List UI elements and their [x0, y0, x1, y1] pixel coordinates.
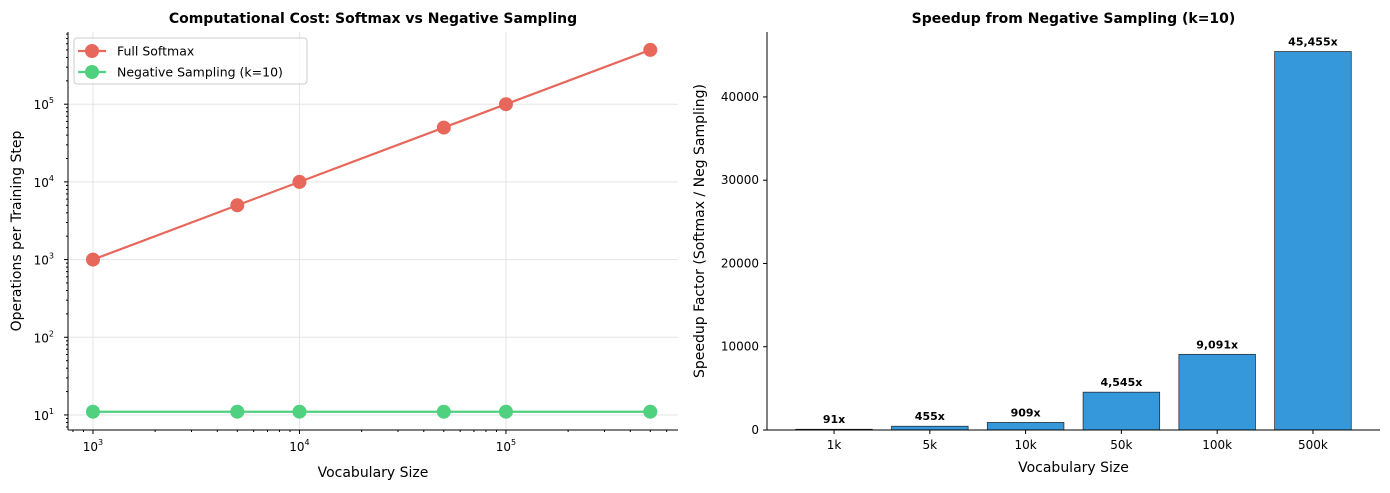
x-tick-label: 1k: [827, 438, 842, 452]
bar: [891, 425, 969, 431]
data-point: [436, 120, 451, 135]
y-tick-label: 102: [34, 329, 54, 345]
x-axis-label: Vocabulary Size: [1018, 460, 1129, 476]
legend-label: Negative Sampling (k=10): [117, 65, 283, 80]
y-tick-label: 40000: [721, 90, 759, 104]
bar-data-label: 4,545x: [1100, 376, 1142, 389]
x-tick-label: 50k: [1110, 438, 1132, 452]
x-tick-label: 500k: [1298, 438, 1328, 452]
data-point: [85, 252, 100, 267]
y-tick-label: 10000: [721, 340, 759, 354]
bar-data-label: 45,455x: [1288, 36, 1338, 49]
y-axis-label: Operations per Training Step: [9, 131, 25, 332]
bar: [986, 422, 1065, 431]
y-tick-label: 0: [751, 423, 759, 437]
bar: [1082, 391, 1161, 431]
bar: [1274, 51, 1352, 431]
data-point: [292, 174, 307, 189]
legend-label: Full Softmax: [117, 44, 194, 59]
bar-data-label: 9,091x: [1196, 338, 1238, 351]
y-tick-label: 105: [34, 96, 54, 112]
y-tick-label: 104: [34, 174, 54, 190]
right-chart: 91x 1k 455x 5k 909x 10k 4,545x 50k 9,091x 100k 45,…: [692, 11, 1380, 476]
x-tick-label: 105: [496, 438, 516, 454]
x-tick-label: 104: [289, 438, 309, 454]
bar: [1178, 353, 1256, 431]
x-axis-label: Vocabulary Size: [318, 465, 429, 481]
data-point: [85, 404, 100, 419]
data-point: [436, 404, 451, 419]
x-tick-label: 103: [83, 438, 103, 454]
bar-data-label: 455x: [915, 410, 945, 423]
y-tick-label: 30000: [721, 173, 759, 187]
chart-title: Speedup from Negative Sampling (k=10): [912, 11, 1236, 27]
legend-box: [73, 37, 308, 85]
legend: Full Softmax Negative Sampling (k=10): [73, 37, 308, 85]
data-point: [498, 404, 513, 419]
bar-data-label: 91x: [823, 413, 845, 426]
data-point: [230, 198, 245, 213]
left-chart: 103 104 105 101 102 103 104 105 Computational Co…: [9, 11, 678, 481]
data-point: [643, 42, 658, 57]
y-tick-label: 101: [34, 407, 54, 423]
legend-marker: [85, 65, 99, 79]
bar-data-label: 909x: [1011, 406, 1041, 419]
data-point: [230, 404, 245, 419]
data-point: [498, 97, 513, 112]
x-tick-label: 5k: [923, 438, 938, 452]
series-line: [92, 48, 651, 261]
y-tick-label: 20000: [721, 256, 759, 270]
x-tick-label: 10k: [1015, 438, 1037, 452]
y-axis-label: Speedup Factor (Softmax / Neg Sampling): [692, 84, 708, 378]
x-tick-label: 100k: [1202, 438, 1232, 452]
data-point: [643, 404, 658, 419]
data-point: [292, 404, 307, 419]
chart-title: Computational Cost: Softmax vs Negative …: [169, 11, 577, 27]
y-tick-label: 103: [34, 252, 54, 268]
legend-marker: [85, 44, 99, 58]
